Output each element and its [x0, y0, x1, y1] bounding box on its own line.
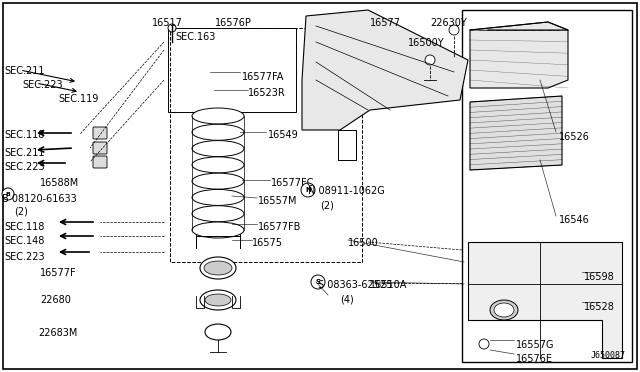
Ellipse shape	[200, 257, 236, 279]
Text: 22683M: 22683M	[38, 328, 77, 338]
FancyBboxPatch shape	[93, 127, 107, 139]
Text: 16576P: 16576P	[215, 18, 252, 28]
Text: B 08120-61633: B 08120-61633	[2, 194, 77, 204]
Text: 16546: 16546	[559, 215, 589, 225]
Text: 22630Y: 22630Y	[430, 18, 467, 28]
Text: 16526: 16526	[559, 132, 590, 142]
Text: 16523R: 16523R	[248, 88, 285, 98]
Text: 16575: 16575	[252, 238, 283, 248]
Circle shape	[2, 188, 14, 200]
Bar	[462, 10, 632, 362]
Text: 16577F: 16577F	[40, 268, 77, 278]
Ellipse shape	[192, 157, 244, 173]
Text: SEC.223: SEC.223	[22, 80, 63, 90]
Text: SEC.118: SEC.118	[4, 130, 44, 140]
Polygon shape	[470, 96, 562, 170]
Text: 16557G: 16557G	[516, 340, 554, 350]
Text: 16577FC: 16577FC	[271, 178, 314, 188]
Ellipse shape	[192, 206, 244, 222]
Ellipse shape	[192, 189, 244, 205]
Text: 16588M: 16588M	[40, 178, 79, 188]
Text: (2): (2)	[320, 200, 334, 210]
Text: 16528: 16528	[584, 302, 615, 312]
Text: 16577FA: 16577FA	[242, 72, 284, 82]
Ellipse shape	[192, 124, 244, 140]
Text: N: N	[305, 187, 311, 193]
Ellipse shape	[204, 261, 232, 275]
Text: SEC.211: SEC.211	[4, 66, 45, 76]
Polygon shape	[302, 10, 468, 130]
Text: SEC.163: SEC.163	[175, 32, 216, 42]
Polygon shape	[470, 22, 568, 88]
Ellipse shape	[192, 141, 244, 157]
Text: SEC.211: SEC.211	[4, 148, 45, 158]
FancyBboxPatch shape	[93, 142, 107, 154]
Bar	[168, 28, 296, 112]
Bar	[170, 28, 362, 262]
Text: 22680: 22680	[40, 295, 71, 305]
Text: SEC.148: SEC.148	[4, 236, 44, 246]
Text: S: S	[316, 279, 321, 285]
Text: SEC.118: SEC.118	[4, 222, 44, 232]
Text: N 08911-1062G: N 08911-1062G	[308, 186, 385, 196]
Ellipse shape	[192, 173, 244, 189]
Text: 16598: 16598	[584, 272, 615, 282]
Text: SEC.223: SEC.223	[4, 162, 45, 172]
Polygon shape	[468, 242, 622, 358]
Text: (4): (4)	[340, 294, 354, 304]
Text: 16500: 16500	[348, 238, 379, 248]
Text: 16510A: 16510A	[370, 280, 408, 290]
Text: 16549: 16549	[268, 130, 299, 140]
Ellipse shape	[490, 300, 518, 320]
Circle shape	[168, 24, 176, 32]
Text: 16577FB: 16577FB	[258, 222, 301, 232]
Text: 16557M: 16557M	[258, 196, 298, 206]
Circle shape	[311, 275, 325, 289]
Text: (2): (2)	[14, 207, 28, 217]
Text: S 08363-62525: S 08363-62525	[318, 280, 392, 290]
FancyBboxPatch shape	[93, 156, 107, 168]
Ellipse shape	[200, 290, 236, 310]
Ellipse shape	[192, 108, 244, 124]
Text: B: B	[6, 192, 10, 196]
Circle shape	[479, 339, 489, 349]
Circle shape	[449, 25, 459, 35]
Ellipse shape	[192, 222, 244, 238]
Text: SEC.223: SEC.223	[4, 252, 45, 262]
Text: 16576E: 16576E	[516, 354, 553, 364]
Text: SEC.119: SEC.119	[58, 94, 99, 104]
Ellipse shape	[494, 303, 514, 317]
Ellipse shape	[205, 294, 231, 306]
Circle shape	[425, 55, 435, 65]
Circle shape	[301, 183, 315, 197]
Text: 16500Y: 16500Y	[408, 38, 445, 48]
Text: J650087: J650087	[591, 351, 626, 360]
Text: 16577: 16577	[370, 18, 401, 28]
Ellipse shape	[205, 324, 231, 340]
Text: 16517: 16517	[152, 18, 183, 28]
